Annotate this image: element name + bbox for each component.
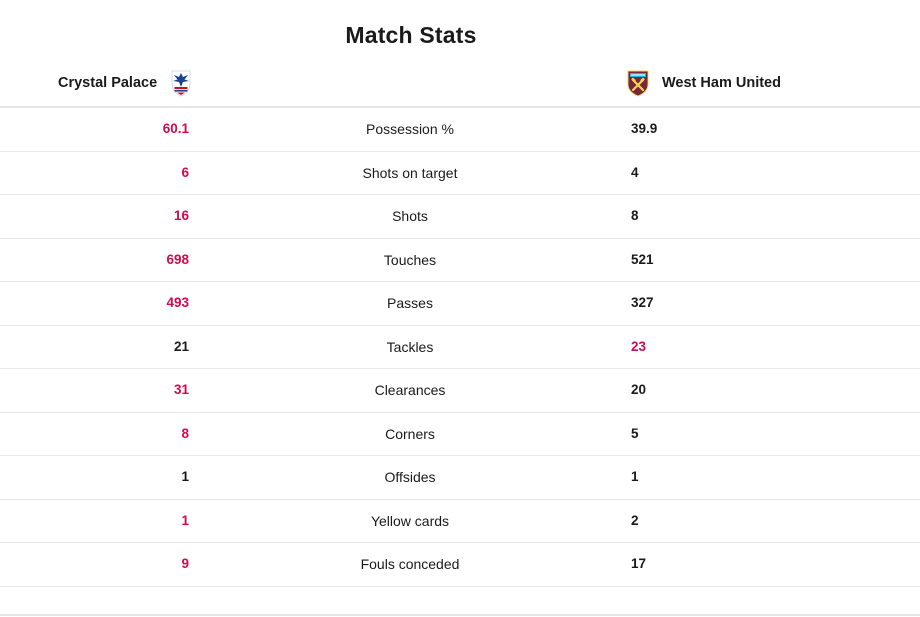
stat-home-value: 6 — [181, 164, 189, 180]
stat-label: Shots on target — [362, 164, 458, 181]
stat-away-value: 4 — [631, 164, 639, 180]
crystal-palace-crest-icon — [171, 70, 191, 97]
stat-label: Shots — [392, 208, 428, 224]
home-team[interactable]: Crystal Palace — [58, 66, 193, 100]
stat-away-value: 8 — [631, 208, 639, 223]
stat-label: Fouls conceded — [360, 556, 460, 572]
stat-row: 1 Offsides 1 — [0, 456, 920, 500]
stat-label: Offsides — [384, 469, 436, 485]
stat-label: Clearances — [374, 382, 446, 398]
stat-label: Touches — [383, 251, 437, 268]
page-title: Match Stats — [345, 22, 477, 48]
stat-label: Yellow cards — [370, 512, 450, 529]
stat-row: 21 Tackles 23 — [0, 326, 920, 369]
team-header: Crystal Palace West Ham United — [0, 66, 920, 106]
stat-row: 6 Shots on target 4 — [0, 152, 920, 195]
stat-row: 16 Shots 8 — [0, 195, 920, 239]
stat-home-value: 1 — [181, 469, 189, 484]
stat-label: Possession % — [366, 121, 454, 137]
stat-home-value: 21 — [173, 338, 189, 354]
footer-divider — [0, 614, 920, 616]
stat-home-value: 1 — [181, 512, 189, 528]
stat-home-value: 16 — [173, 208, 189, 223]
stat-row: 60.1 Possession % 39.9 — [0, 108, 920, 152]
stat-away-value: 39.9 — [631, 121, 658, 136]
stat-home-value: 60.1 — [162, 121, 189, 136]
stats-table: 60.1 Possession % 39.9 6 Shots on target 4 16 S… — [0, 108, 920, 587]
away-team-name: West Ham United — [662, 75, 781, 91]
header-divider — [0, 106, 920, 108]
stat-home-value: 9 — [181, 556, 189, 571]
stat-away-value: 23 — [631, 338, 647, 354]
stat-label: Passes — [387, 295, 433, 311]
stat-home-value: 8 — [181, 425, 189, 441]
west-ham-crest-icon — [627, 70, 649, 97]
stat-home-value: 698 — [166, 251, 189, 267]
stat-away-value: 17 — [631, 556, 647, 571]
stat-label: Corners — [385, 425, 435, 442]
stat-row: 698 Touches 521 — [0, 239, 920, 282]
stat-home-value: 493 — [166, 295, 189, 310]
stat-label: Tackles — [386, 338, 434, 355]
stat-away-value: 521 — [631, 251, 654, 267]
away-team[interactable]: West Ham United — [626, 66, 781, 100]
stat-away-value: 1 — [631, 469, 639, 484]
stat-away-value: 327 — [631, 295, 654, 310]
stat-away-value: 2 — [631, 512, 639, 528]
stat-row: 8 Corners 5 — [0, 413, 920, 456]
stat-away-value: 5 — [631, 425, 639, 441]
stat-row: 9 Fouls conceded 17 — [0, 543, 920, 587]
stat-row: 493 Passes 327 — [0, 282, 920, 326]
stat-home-value: 31 — [173, 382, 189, 397]
stat-row: 1 Yellow cards 2 — [0, 500, 920, 543]
stat-row: 31 Clearances 20 — [0, 369, 920, 413]
home-team-name: Crystal Palace — [58, 75, 158, 91]
stat-away-value: 20 — [631, 382, 647, 397]
